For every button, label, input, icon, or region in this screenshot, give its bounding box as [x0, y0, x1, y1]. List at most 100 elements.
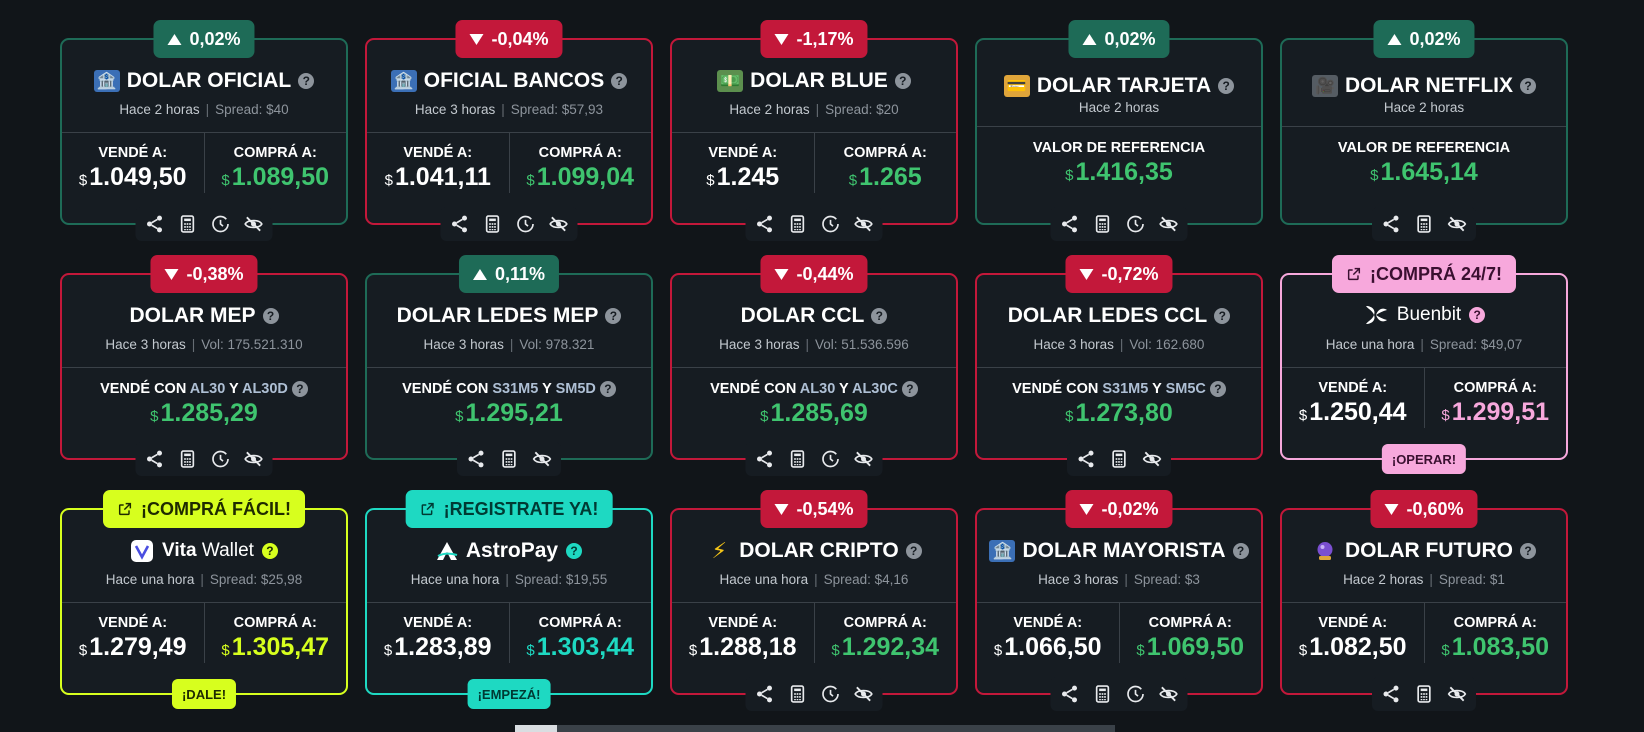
price-columns: VENDÉ A: $1.049,50 COMPRÁ A: $1.089,50 — [62, 133, 346, 193]
hide-icon[interactable] — [1159, 214, 1179, 234]
promo-badge[interactable]: ¡COMPRÁ 24/7! — [1331, 255, 1517, 293]
hide-icon[interactable] — [244, 214, 264, 234]
help-icon[interactable]: ? — [894, 73, 911, 89]
calculator-icon[interactable] — [178, 449, 198, 469]
horizontal-scrollbar[interactable] — [515, 725, 1115, 732]
card-title: DOLAR FUTURO ? — [1282, 539, 1566, 563]
price-columns: VENDÉ A: $1.279,49 COMPRÁ A: $1.305,47 — [62, 603, 346, 663]
buy-column: COMPRÁ A: $1.305,47 — [203, 603, 347, 663]
price-columns: VENDÉ A: $1.041,11 COMPRÁ A: $1.099,04 — [367, 133, 651, 193]
hide-icon[interactable] — [1447, 684, 1467, 704]
calculator-icon[interactable] — [1109, 449, 1129, 469]
history-icon[interactable] — [211, 214, 231, 234]
dale-button[interactable]: ¡DALE! — [171, 679, 237, 709]
help-icon[interactable]: ? — [871, 308, 888, 324]
help-icon[interactable]: ? — [901, 381, 918, 398]
buy-price: $1.299,51 — [1441, 398, 1550, 426]
price-columns: VENDÉ A: $1.245 COMPRÁ A: $1.265 — [672, 133, 956, 193]
hide-icon[interactable] — [549, 214, 569, 234]
card-actions — [1372, 677, 1476, 711]
history-icon[interactable] — [211, 449, 231, 469]
help-icon[interactable]: ? — [1469, 307, 1486, 323]
variation-badge: -0,44% — [760, 255, 868, 293]
share-icon[interactable] — [450, 214, 470, 234]
help-icon[interactable]: ? — [599, 381, 616, 398]
arrow-down-icon — [1079, 503, 1094, 515]
help-icon[interactable]: ? — [298, 73, 315, 89]
hide-icon[interactable] — [1447, 214, 1467, 234]
share-icon[interactable] — [755, 684, 775, 704]
share-icon[interactable] — [755, 214, 775, 234]
help-icon[interactable]: ? — [1218, 78, 1235, 94]
calculator-icon[interactable] — [1414, 684, 1434, 704]
calculator-icon[interactable] — [178, 214, 198, 234]
help-icon[interactable]: ? — [262, 308, 279, 324]
hide-icon[interactable] — [1142, 449, 1162, 469]
calculator-icon[interactable] — [788, 214, 808, 234]
calculator-icon[interactable] — [788, 684, 808, 704]
help-icon[interactable]: ? — [1232, 543, 1249, 559]
help-icon[interactable]: ? — [605, 308, 622, 324]
divider — [672, 602, 956, 603]
card-dolar-futuro: -0,60% DOLAR FUTURO ? Hace 2 horas | Sprea… — [1280, 490, 1568, 711]
calculator-icon[interactable] — [483, 214, 503, 234]
sell-price: $1.288,18 — [688, 633, 797, 661]
help-icon[interactable]: ? — [261, 543, 278, 559]
card-subtitle: Hace una hora | Spread: $19,55 — [410, 572, 608, 587]
card-subtitle: Hace 2 horas | Spread: $20 — [729, 102, 899, 117]
card-actions — [1067, 442, 1171, 476]
help-icon[interactable]: ? — [905, 543, 922, 559]
share-icon[interactable] — [145, 449, 165, 469]
help-icon[interactable]: ? — [1209, 381, 1226, 398]
bank-icon: 🏦 — [989, 540, 1016, 562]
history-icon[interactable] — [821, 684, 841, 704]
promo-badge[interactable]: ¡REGISTRATE YA! — [405, 490, 613, 528]
bond-value: VENDÉ CON S31M5 Y SM5C? $1.273,80 — [977, 381, 1261, 428]
empeza-button[interactable]: ¡EMPEZÁ! — [467, 679, 551, 709]
share-icon[interactable] — [1060, 684, 1080, 704]
help-icon[interactable]: ? — [1214, 308, 1231, 324]
calculator-icon[interactable] — [1093, 214, 1113, 234]
sell-price: $1.250,44 — [1298, 398, 1407, 426]
card-actions — [457, 442, 561, 476]
scrollbar-thumb[interactable] — [515, 725, 557, 732]
calculator-icon[interactable] — [1414, 214, 1434, 234]
operar-button[interactable]: ¡OPERAR! — [1381, 444, 1467, 474]
help-icon[interactable]: ? — [1519, 543, 1536, 559]
hide-icon[interactable] — [532, 449, 552, 469]
card-title: 🏦 DOLAR OFICIAL ? — [62, 69, 346, 93]
share-icon[interactable] — [145, 214, 165, 234]
hide-icon[interactable] — [854, 449, 874, 469]
history-icon[interactable] — [821, 214, 841, 234]
history-icon[interactable] — [516, 214, 536, 234]
help-icon[interactable]: ? — [566, 543, 583, 559]
card-dolar-ledes-ccl: -0,72% DOLAR LEDES CCL ? Hace 3 horas | Vo… — [975, 255, 1263, 476]
history-icon[interactable] — [1126, 684, 1146, 704]
help-icon[interactable]: ? — [291, 381, 308, 398]
hide-icon[interactable] — [244, 449, 264, 469]
calculator-icon[interactable] — [499, 449, 519, 469]
share-icon[interactable] — [1060, 214, 1080, 234]
calculator-icon[interactable] — [788, 449, 808, 469]
card-actions — [135, 442, 273, 476]
hide-icon[interactable] — [1159, 684, 1179, 704]
share-icon[interactable] — [1381, 214, 1401, 234]
hide-icon[interactable] — [854, 684, 874, 704]
card-subtitle: Hace 3 horas | Vol: 175.521.310 — [105, 337, 303, 352]
card-astropay: ¡REGISTRATE YA! AstroPay ? Hace una hora… — [365, 490, 653, 709]
arrow-down-icon — [469, 33, 484, 45]
share-icon[interactable] — [466, 449, 486, 469]
history-icon[interactable] — [1126, 214, 1146, 234]
arrow-up-icon — [167, 33, 182, 45]
divider — [977, 126, 1261, 127]
help-icon[interactable]: ? — [611, 73, 628, 89]
share-icon[interactable] — [1381, 684, 1401, 704]
share-icon[interactable] — [1076, 449, 1096, 469]
help-icon[interactable]: ? — [1520, 78, 1536, 94]
bond-label: VENDÉ CON S31M5 Y SM5D? — [367, 381, 651, 398]
share-icon[interactable] — [755, 449, 775, 469]
calculator-icon[interactable] — [1093, 684, 1113, 704]
promo-badge[interactable]: ¡COMPRÁ FÁCIL! — [103, 490, 305, 528]
history-icon[interactable] — [821, 449, 841, 469]
hide-icon[interactable] — [854, 214, 874, 234]
